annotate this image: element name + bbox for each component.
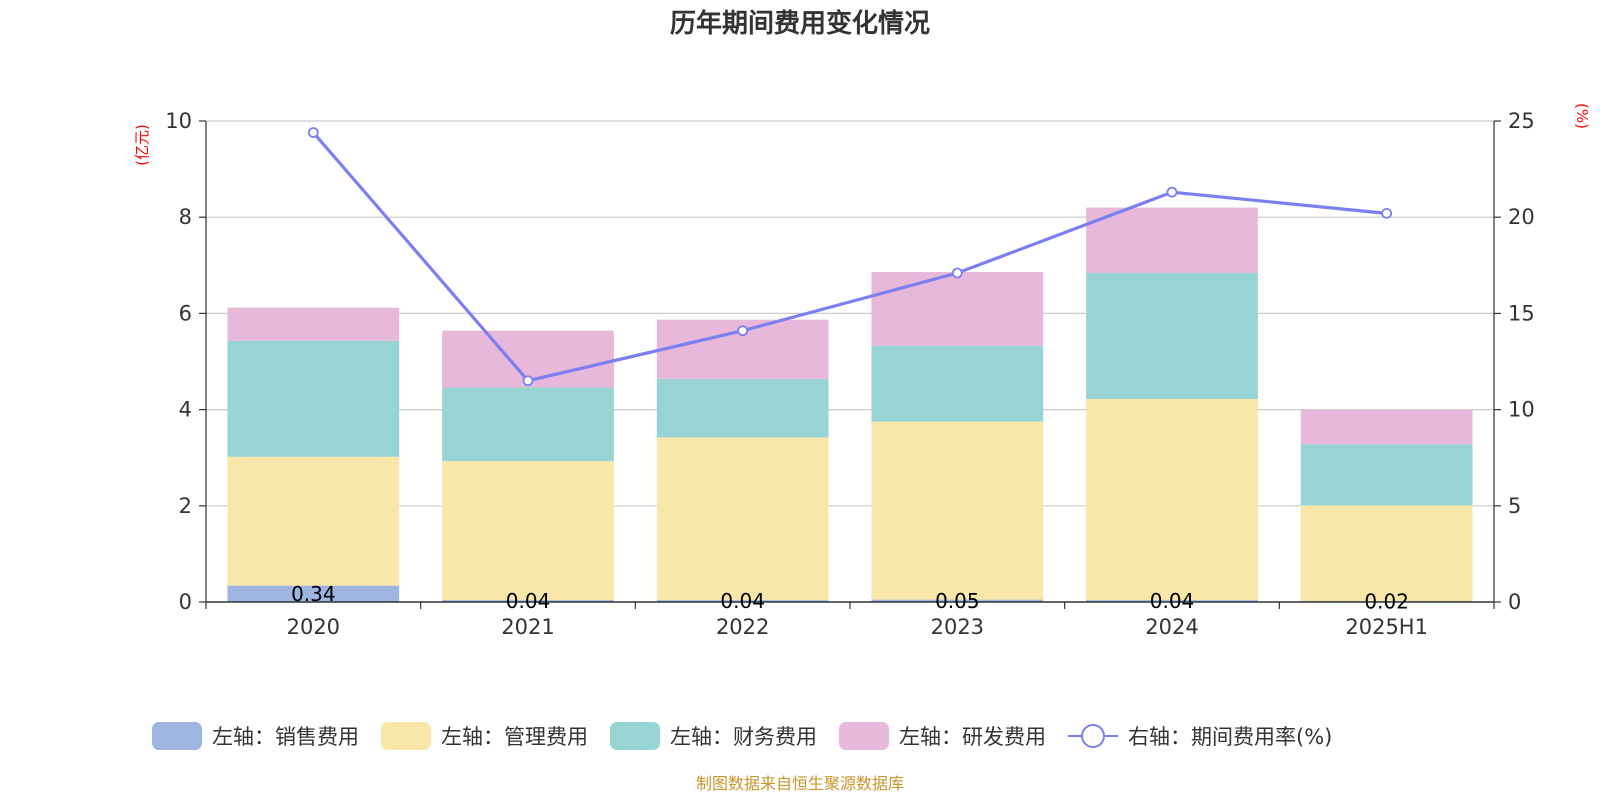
- legend-label: 右轴：期间费用率(%): [1128, 725, 1332, 749]
- legend-swatch: [381, 722, 431, 750]
- bar-segment: [871, 599, 1044, 602]
- bar-segment: [227, 456, 400, 586]
- x-tick-label: 2025H1: [1345, 615, 1428, 639]
- right-tick-label: 10: [1508, 398, 1535, 422]
- rate-point: [1166, 186, 1178, 198]
- bar-segment: [227, 307, 400, 341]
- left-tick-label: 0: [179, 590, 192, 614]
- legend-item: 左轴：研发费用: [839, 722, 1046, 750]
- rate-line: [307, 127, 1393, 387]
- legend-item: 右轴：期间费用率(%): [1068, 724, 1332, 749]
- bar-segment: [1086, 399, 1258, 601]
- legend-swatch: [152, 722, 202, 750]
- bar-data-label: 0.02: [1364, 590, 1409, 614]
- left-tick-label: 10: [165, 109, 192, 133]
- bar-data-label: 0.04: [506, 589, 551, 613]
- bar-segment: [871, 272, 1044, 346]
- bar-data-label: 0.34: [291, 582, 336, 606]
- bar-segment: [656, 600, 829, 602]
- legend-label: 左轴：财务费用: [670, 725, 817, 749]
- left-tick-label: 8: [179, 205, 192, 229]
- bar-segment: [871, 421, 1044, 600]
- rate-point: [522, 375, 534, 387]
- left-tick-label: 4: [179, 398, 192, 422]
- right-tick-label: 5: [1508, 494, 1521, 518]
- legend: 左轴：销售费用 左轴：管理费用 左轴：财务费用 左轴：研发费用 右轴：期间费用率(%): [152, 722, 1332, 750]
- bar-segment: [227, 585, 400, 602]
- legend-label: 左轴：研发费用: [899, 725, 1046, 749]
- legend-circle-swatch: [1081, 724, 1105, 748]
- legend-swatch: [839, 722, 889, 750]
- x-tick-label: 2020: [287, 615, 340, 639]
- right-tick-label: 0: [1508, 590, 1521, 614]
- bar-segment: [442, 600, 614, 602]
- rate-point: [307, 127, 319, 138]
- rate-point: [1381, 207, 1393, 219]
- left-tick-label: 6: [179, 301, 192, 325]
- bar-labels: 0.34 0.04 0.04 0.05 0.04 0.02: [291, 582, 1409, 614]
- bar-data-label: 0.05: [935, 589, 980, 613]
- legend-item: 左轴：销售费用: [152, 722, 359, 750]
- left-axis-unit: (亿元): [133, 124, 151, 166]
- legend-swatch: [610, 722, 660, 750]
- bar-segment: [442, 387, 614, 462]
- source-note: 制图数据来自恒生聚源数据库: [696, 774, 904, 793]
- legend-label: 左轴：管理费用: [441, 725, 588, 749]
- bar-data-label: 0.04: [1150, 589, 1195, 613]
- legend-item: 左轴：财务费用: [610, 722, 817, 750]
- x-tick-label: 2022: [716, 615, 769, 639]
- x-tick-label: 2024: [1145, 615, 1198, 639]
- right-tick-label: 15: [1508, 301, 1535, 325]
- rate-point: [951, 267, 963, 279]
- axes: 0 2 4 6 8 10 0 5 10 15 20 25 2020 2021 2022 2023 2024 202…: [165, 109, 1534, 639]
- bar-segment: [1086, 600, 1258, 602]
- bar-segment: [1086, 207, 1258, 273]
- x-tick-label: 2021: [501, 615, 554, 639]
- bar-segment: [871, 345, 1044, 422]
- bar-data-label: 0.04: [720, 589, 765, 613]
- bars: [227, 207, 1473, 602]
- right-tick-label: 20: [1508, 205, 1535, 229]
- bar-segment: [656, 378, 829, 438]
- bar-segment: [1300, 444, 1473, 506]
- bar-segment: [442, 461, 614, 601]
- bar-segment: [1086, 272, 1258, 400]
- right-tick-label: 25: [1508, 109, 1535, 133]
- grid-lines: [206, 120, 1494, 507]
- rate-point: [737, 325, 749, 337]
- bar-segment: [656, 437, 829, 601]
- legend-label: 左轴：销售费用: [212, 725, 359, 749]
- legend-item: 左轴：管理费用: [381, 722, 588, 750]
- left-tick-label: 2: [179, 494, 192, 518]
- bar-segment: [227, 340, 400, 457]
- x-tick-label: 2023: [931, 615, 984, 639]
- bar-segment: [1300, 505, 1473, 602]
- rate-line-path: [312, 131, 1387, 383]
- chart-title: 历年期间费用变化情况: [670, 8, 930, 39]
- right-axis-unit: (%): [1573, 103, 1591, 129]
- bar-segment: [1300, 409, 1473, 445]
